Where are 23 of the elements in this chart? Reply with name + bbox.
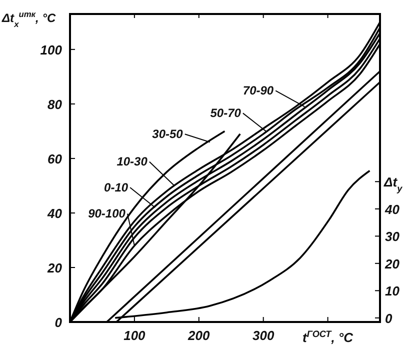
y-tick-label: 40 — [46, 206, 63, 221]
annotation: 30-50 — [152, 127, 184, 142]
y2-axis-title: Δt$_{у}$ — [383, 174, 404, 194]
x-tick-label: 200 — [187, 328, 211, 343]
y-tick-label: 80 — [48, 96, 63, 112]
annotation: 90-100 — [88, 206, 126, 221]
annotation: 0-10 — [104, 180, 128, 195]
y2-tick-label: 20 — [384, 256, 400, 272]
y2-tick-label: 0 — [385, 310, 393, 326]
annotation: 70-90 — [242, 84, 274, 98]
x-axis-title: t$^{ГОСТ}$, °C — [302, 329, 354, 345]
y-tick-label: 60 — [48, 151, 63, 166]
y-tick-label: 100 — [40, 42, 63, 58]
y-tick-label: 20 — [46, 260, 63, 276]
y-axis-title: Δt$_{x}$$^{итк}$, °C — [1, 9, 56, 29]
y2-tick-label: 30 — [385, 229, 400, 244]
x-tick-label: 100 — [124, 328, 146, 343]
y2-tick-label: 40 — [384, 202, 400, 217]
annotation: 10-30 — [116, 154, 148, 169]
y-tick-label: 0 — [54, 315, 63, 330]
y2-tick-label: 10 — [385, 284, 400, 299]
x-tick-label: 300 — [252, 328, 275, 343]
annotation: 50-70 — [210, 106, 242, 120]
